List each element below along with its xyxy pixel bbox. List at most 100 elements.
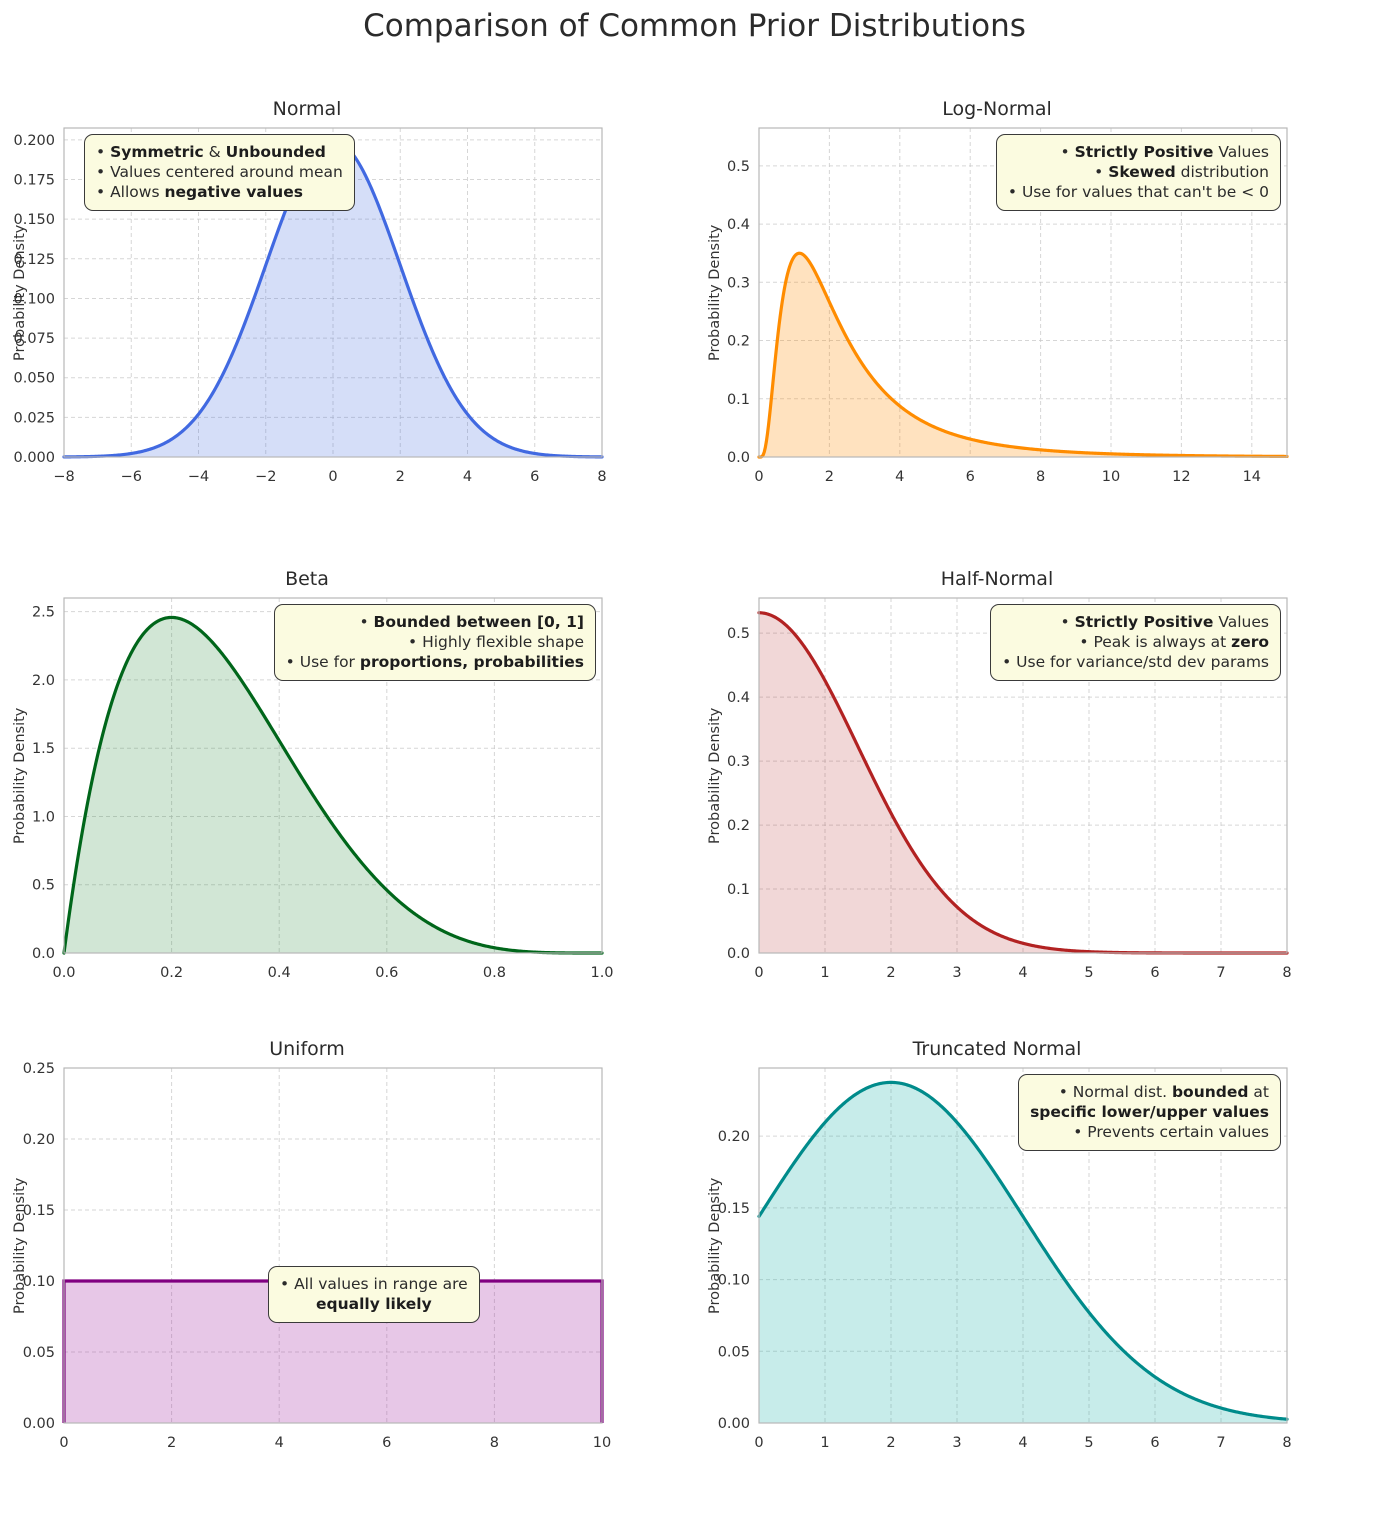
x-tick-label: 1 <box>820 965 829 981</box>
y-tick-label: 1.5 <box>32 741 55 757</box>
x-tick-label: 0.2 <box>160 965 183 981</box>
x-tick-label: 0 <box>754 1435 763 1451</box>
x-tick-label: 8 <box>1282 1435 1291 1451</box>
x-tick-label: 10 <box>1102 469 1120 485</box>
subplot-title: Truncated Normal <box>912 1038 1082 1060</box>
x-tick-label: −8 <box>53 469 74 485</box>
annotation-box: • Symmetric & Unbounded • Values centered… <box>84 134 355 212</box>
y-tick-label: 0.2 <box>727 334 750 350</box>
y-tick-label: 0.0 <box>727 946 750 962</box>
plot-background <box>64 1068 602 1423</box>
y-tick-label: 0.15 <box>23 1203 55 1219</box>
y-tick-label: 0.175 <box>13 173 55 189</box>
y-tick-label: 0.2 <box>727 818 750 834</box>
annotation-line: • Values centered around mean <box>96 163 343 182</box>
annotation-line: • Allows negative values <box>96 183 303 202</box>
x-tick-label: 2 <box>825 469 834 485</box>
y-tick-label: 0.05 <box>23 1345 55 1361</box>
x-tick-label: 6 <box>1150 1435 1159 1451</box>
axes-frame <box>63 127 603 458</box>
y-tick-label: 0.125 <box>13 252 55 268</box>
y-tick-label: 0.5 <box>727 626 750 642</box>
density-curve <box>62 615 604 955</box>
annotation-box: • All values in range are equally likely <box>268 1266 480 1324</box>
subplot-title: Log-Normal <box>942 98 1052 120</box>
y-tick-label: 0.075 <box>13 331 55 347</box>
y-tick-label: 2.5 <box>32 605 55 621</box>
y-tick-label: 1.0 <box>32 809 55 825</box>
x-tick-label: 10 <box>593 1435 611 1451</box>
x-tick-label: 14 <box>1243 469 1261 485</box>
annotation-line: • Highly flexible shape <box>408 633 584 652</box>
subplot-log-normal: Log-Normal Probability Density 0 2 4 6 8 10 12 14… <box>695 98 1299 547</box>
x-tick-label: 2 <box>167 1435 176 1451</box>
annotation-line: • Strictly Positive Values <box>1060 143 1269 161</box>
subplot-beta: Beta Probability Density 0.0 0.2 0.4 0.6 0.8 1.… <box>0 568 614 1043</box>
x-tick-label: 7 <box>1216 965 1225 981</box>
annotation-line: • Normal dist. bounded at <box>1058 1083 1269 1101</box>
plot-canvas: 0 2 4 6 8 10 0.00 0.05 0.10 0.15 0.20 0.25 <box>23 1061 612 1451</box>
x-tick-label: 0 <box>754 469 763 485</box>
annotation-line: equally likely <box>316 1295 432 1314</box>
density-fill <box>759 1082 1287 1423</box>
y-tick-label: 0.25 <box>23 1061 55 1077</box>
x-tick-label: 0.6 <box>375 965 398 981</box>
y-tick-label: 0.0 <box>32 946 55 962</box>
x-tick-label: −4 <box>188 469 209 485</box>
x-tick-label: 7 <box>1216 1435 1225 1451</box>
x-tick-label: 1 <box>820 1435 829 1451</box>
x-tick-label: 8 <box>490 1435 499 1451</box>
annotation-line: • Symmetric & Unbounded <box>96 143 326 161</box>
axes-frame <box>63 597 603 954</box>
y-tick-label: 0.10 <box>23 1274 55 1290</box>
annotation-box: • Normal dist. bounded at specific lower/… <box>1018 1074 1281 1152</box>
annotation-line: • Use for values that can't be < 0 <box>1007 183 1269 202</box>
density-fill <box>64 617 602 953</box>
axes-frame <box>63 1067 603 1424</box>
density-curve <box>757 1080 1289 1421</box>
y-tick-label: 0.1 <box>727 882 750 898</box>
x-tick-label: 2 <box>396 469 405 485</box>
y-tick-label: 0.0 <box>727 450 750 466</box>
subplot-truncated-normal: Truncated Normal Probability Density 0 1 2 3 4… <box>695 1038 1299 1513</box>
x-tick-label: 8 <box>1282 965 1291 981</box>
subplot-title: Half-Normal <box>940 568 1054 590</box>
y-tick-label: 0.200 <box>13 133 55 149</box>
y-tick-label: 0.025 <box>13 410 55 426</box>
plot-canvas: −8 −6 −4 −2 0 2 4 6 8 0.000 0.025 0.050 0.075 0.100 0.… <box>13 127 607 485</box>
annotation-line: • Skewed distribution <box>1094 163 1269 182</box>
x-tick-label: 6 <box>530 469 539 485</box>
x-tick-label: 4 <box>1018 1435 1027 1451</box>
y-tick-label: 0.100 <box>13 291 55 307</box>
x-tick-label: 0 <box>328 469 337 485</box>
figure-title: Comparison of Common Prior Distributions <box>363 8 1026 44</box>
y-tick-label: 0.20 <box>718 1129 750 1145</box>
annotation-line: • All values in range are <box>280 1275 468 1293</box>
subplot-half-normal: Half-Normal Probability Density 0 1 2 3 4 5 6 7 8 0… <box>695 568 1299 1043</box>
y-tick-label: 0.3 <box>727 754 750 770</box>
y-tick-label: 2.0 <box>32 673 55 689</box>
x-tick-label: 8 <box>1036 469 1045 485</box>
subplot-uniform: Uniform Probability Density 0 2 4 6 8 10 0.00 0.0… <box>0 1038 614 1513</box>
axes-frame <box>758 127 1288 458</box>
annotation-line: • Use for proportions, probabilities <box>285 653 584 672</box>
x-tick-label: 8 <box>597 469 606 485</box>
annotation-box: • Strictly Positive Values • Peak is alwa… <box>990 604 1281 682</box>
x-tick-label: −6 <box>121 469 142 485</box>
density-fill <box>64 140 602 458</box>
x-tick-label: 4 <box>275 1435 284 1451</box>
annotation-line: • Bounded between [0, 1] <box>359 613 584 631</box>
y-tick-label: 0.1 <box>727 392 750 408</box>
x-tick-label: 0.0 <box>52 965 75 981</box>
x-tick-label: 4 <box>895 469 904 485</box>
x-tick-label: 0 <box>59 1435 68 1451</box>
x-tick-label: 6 <box>966 469 975 485</box>
density-fill <box>759 612 1287 953</box>
x-tick-label: 6 <box>1150 965 1159 981</box>
subplot-title: Beta <box>285 568 329 590</box>
x-tick-label: 1.0 <box>590 965 613 981</box>
annotation-line: • Use for variance/std dev params <box>1002 653 1269 672</box>
annotation-line: • Prevents certain values <box>1073 1123 1269 1142</box>
y-tick-label: 0.050 <box>13 371 55 387</box>
